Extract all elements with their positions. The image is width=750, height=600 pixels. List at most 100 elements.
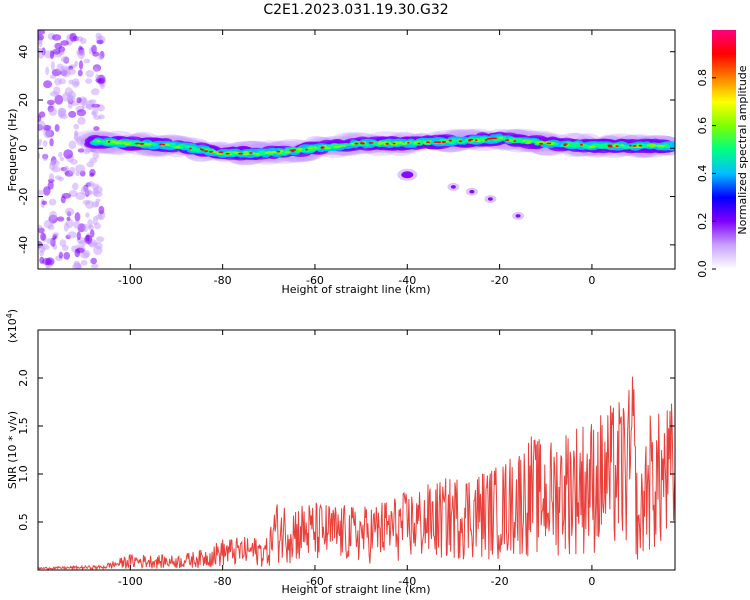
noise-blob — [56, 63, 64, 72]
noise-blob — [89, 172, 95, 177]
y-tick-label: 1.0 — [17, 465, 30, 483]
ridge-blob — [505, 139, 510, 142]
noise-blob — [78, 60, 84, 70]
x-tick-label: -20 — [491, 274, 509, 287]
ridge-blob — [183, 145, 192, 149]
ridge-blob — [110, 141, 117, 144]
noise-blob — [83, 223, 88, 233]
noise-blob — [60, 195, 66, 204]
noise-blob — [51, 34, 62, 41]
noise-blob — [38, 34, 45, 41]
ridge-blob — [588, 145, 593, 148]
ridge-blob — [204, 150, 209, 152]
ridge-blob — [225, 152, 230, 155]
noise-blob — [67, 103, 73, 109]
noise-blob — [59, 239, 67, 247]
ridge-blob — [468, 138, 474, 141]
noise-blob — [87, 181, 95, 187]
noise-blob — [67, 68, 76, 75]
noise-blob — [38, 30, 46, 35]
ridge-blob — [360, 142, 365, 145]
noise-blob — [77, 148, 85, 153]
colorbar-tick-label: 0.8 — [696, 69, 709, 87]
ridge-blob — [458, 140, 463, 143]
ridge-blob — [607, 144, 613, 147]
ridge-blob — [232, 151, 239, 154]
noise-blob — [90, 257, 97, 265]
noise-blob — [74, 212, 81, 222]
noise-blob — [73, 221, 81, 229]
snr-line-group — [38, 376, 675, 570]
noise-blob — [97, 55, 104, 60]
x-tick-label: 0 — [588, 274, 595, 287]
y-tick-label: 40 — [17, 45, 30, 59]
noise-blob — [76, 263, 82, 269]
ridge-blob — [592, 145, 596, 148]
ridge-blob — [379, 141, 386, 144]
noise-blob — [75, 164, 86, 173]
noise-blob — [81, 104, 86, 110]
noise-blob — [46, 238, 53, 245]
ridge-blob — [513, 140, 517, 142]
noise-blob — [66, 216, 71, 221]
y-tick-label: -40 — [17, 236, 30, 254]
ridge-blob — [480, 139, 486, 142]
ridge-blob — [579, 144, 584, 146]
noise-blob — [54, 124, 60, 132]
ridge-blob — [401, 142, 407, 145]
spectrogram-panel: -100 -80 -60 -40 -20 0 -40 -20 0 20 40 Height of s… — [6, 29, 676, 296]
noise-blob — [54, 94, 64, 105]
ridge-blob — [189, 148, 199, 152]
ridge-blob — [139, 142, 145, 145]
noise-blob — [53, 86, 61, 96]
noise-blob — [38, 224, 42, 230]
ridge-blob — [96, 140, 101, 143]
noise-blob — [87, 219, 93, 229]
ridge-blob — [397, 141, 404, 144]
ridge-blob — [162, 143, 166, 146]
x-tick-label: -40 — [398, 575, 416, 588]
noise-blob — [40, 244, 50, 251]
noise-blob — [74, 248, 81, 258]
x-tick-label: -100 — [118, 575, 143, 588]
noise-blob — [62, 244, 69, 251]
x-tick-label: -100 — [118, 274, 143, 287]
noise-blob — [85, 212, 90, 218]
noise-blob — [74, 131, 79, 142]
noise-blob — [48, 198, 57, 206]
noise-blob — [85, 234, 90, 243]
ridge-blob — [638, 144, 642, 147]
x-tick-label: -60 — [306, 575, 324, 588]
ridge-blob — [620, 144, 625, 147]
ridge-blob — [170, 142, 176, 146]
ridge-blob — [208, 150, 214, 153]
y-tick-label: 0.5 — [17, 513, 30, 531]
noise-blob — [93, 185, 103, 194]
noise-blob — [63, 222, 69, 232]
colorbar-tick-label: 0.4 — [696, 165, 709, 183]
ridge-blob — [279, 150, 284, 153]
ridge-blob — [649, 145, 655, 148]
noise-blob — [95, 198, 101, 203]
noise-blob — [38, 138, 43, 144]
noise-blob — [92, 151, 100, 160]
ridge-blob — [425, 141, 431, 144]
ridge-blob — [571, 143, 577, 148]
ridge-blob — [385, 142, 389, 145]
ridge-blob — [330, 143, 340, 147]
ridge-blob — [255, 153, 260, 156]
snr-scale-suffix: ) — [6, 309, 19, 313]
noise-blob — [85, 78, 93, 84]
ridge-blob — [546, 142, 552, 145]
ridge-blob — [448, 139, 452, 142]
ridge-blob — [441, 141, 447, 143]
ridge-blob — [249, 152, 253, 154]
ridge-blob — [521, 139, 527, 142]
noise-blob — [83, 58, 91, 64]
ridge-blob — [243, 150, 248, 154]
x-tick-label: -20 — [491, 575, 509, 588]
ridge-blob — [251, 152, 256, 155]
ridge-blob — [115, 142, 119, 145]
spectrogram-frame — [37, 29, 676, 270]
spectrogram-y-axis-label: Frequency (Hz) — [6, 109, 19, 192]
